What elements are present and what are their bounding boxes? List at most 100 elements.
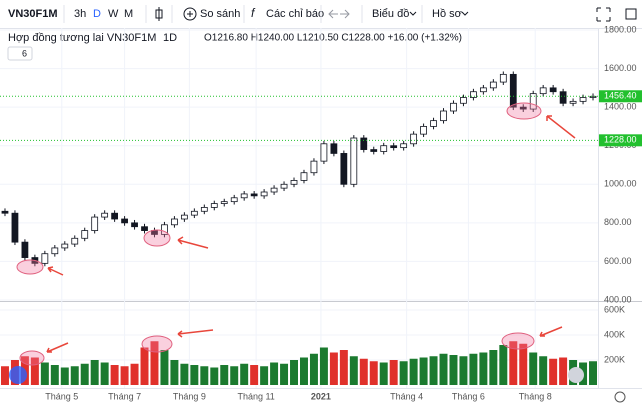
x-tick-label: Tháng 9 [173,391,206,401]
x-tick-label: Tháng 8 [519,391,552,401]
volume-bar [419,357,428,385]
dropdown-icon [461,11,469,16]
candle-body [460,97,467,104]
candle-body [370,149,378,152]
candle-body [41,253,49,264]
candle-body [569,100,577,104]
candle-body [11,212,19,243]
indicators-button[interactable]: Các chỉ báo [266,8,324,20]
candle-body [320,143,328,162]
candle-body [121,218,128,224]
chart-menu[interactable]: Biểu đồ [372,8,409,20]
candle-body [420,126,427,135]
snapshot-icon[interactable] [625,8,637,20]
candle-body [280,183,288,189]
y-tick-label: 800.00 [604,217,632,227]
candle-body [529,93,537,110]
candle-body [549,87,557,93]
volume-bar [220,365,229,385]
candle-body [380,145,388,152]
volume-bar [479,352,488,385]
y-tick-label: 1400.00 [604,102,637,112]
fullscreen-icon[interactable] [596,7,611,22]
legend-name: Hợp đồng tương lai VN30F1M [8,32,156,44]
legend-badge-box[interactable] [7,46,33,61]
volume-bar [319,347,328,385]
undo-icon[interactable] [328,9,338,19]
candle-body [21,241,29,258]
volume-bar [260,366,269,385]
volume-bar [429,356,438,385]
volume-bar [309,353,318,385]
candle-body [440,110,447,122]
candle-body [240,193,248,199]
candle-body [111,212,119,220]
candle-body [250,193,258,197]
candle-type-icon[interactable] [155,7,163,21]
volume-bar [349,356,358,385]
dropdown-icon [409,11,417,16]
volume-bar [459,356,468,385]
candle-body [519,106,527,110]
compare-icon[interactable] [183,7,197,21]
volume-bar [110,365,119,385]
volume-bar [40,362,49,385]
volume-bar [519,343,528,385]
volume-bar [369,361,378,385]
interval-button[interactable]: W [108,8,119,20]
volume-tick-label: 400K [604,329,625,339]
legend-badge[interactable]: 6 [22,48,27,58]
annotations [16,102,542,366]
settings-icon[interactable] [614,391,626,403]
volume-bar [399,361,408,385]
volume-bar [469,353,478,385]
candle-body [300,172,308,181]
volume-bar [509,341,518,385]
volume-bar [359,358,368,385]
candle-body [559,91,567,104]
candle-body [260,191,268,197]
volume-bar [499,345,508,385]
candle-body [1,210,9,214]
volume-bar [329,352,338,385]
candle-body [81,230,89,239]
candle-body [220,201,228,204]
indicators-icon[interactable]: f [251,6,256,20]
candle-body [390,145,398,149]
volume-bar [60,367,69,385]
candle-body [450,102,457,112]
candle-body [509,73,517,108]
redo-icon[interactable] [340,9,350,19]
volume-tick-label: 600K [604,304,625,314]
volume-bar [299,357,308,385]
volume-bar [200,366,209,385]
candle-body [71,237,79,245]
candle-body [350,137,358,185]
profile-menu[interactable]: Hồ sơ [432,8,462,20]
volume-bar [529,352,538,385]
volume-bar [30,357,39,385]
candle-body [230,197,238,203]
volume-bar [160,350,169,385]
volume-bar [240,363,249,385]
interval-button[interactable]: D [93,8,101,20]
volume-bar [539,356,548,385]
y-tick-label: 400.00 [604,294,632,304]
candle-body [499,73,507,83]
candle-body [340,153,348,185]
interval-button[interactable]: M [124,8,133,20]
x-tick-label: Tháng 5 [45,391,78,401]
interval-button[interactable]: 3h [74,8,86,20]
candle-body [410,133,418,145]
candle-body [200,207,208,212]
volume-bar [230,366,239,385]
volume-bar [379,362,388,385]
candle-body [141,226,148,231]
volume-bar [90,360,99,385]
compare-button[interactable]: So sánh [200,8,240,20]
candle-body [210,203,218,208]
candle-body [400,143,408,149]
candle-body [171,218,178,226]
volume-bar [210,367,219,385]
symbol[interactable]: VN30F1M [8,8,58,20]
